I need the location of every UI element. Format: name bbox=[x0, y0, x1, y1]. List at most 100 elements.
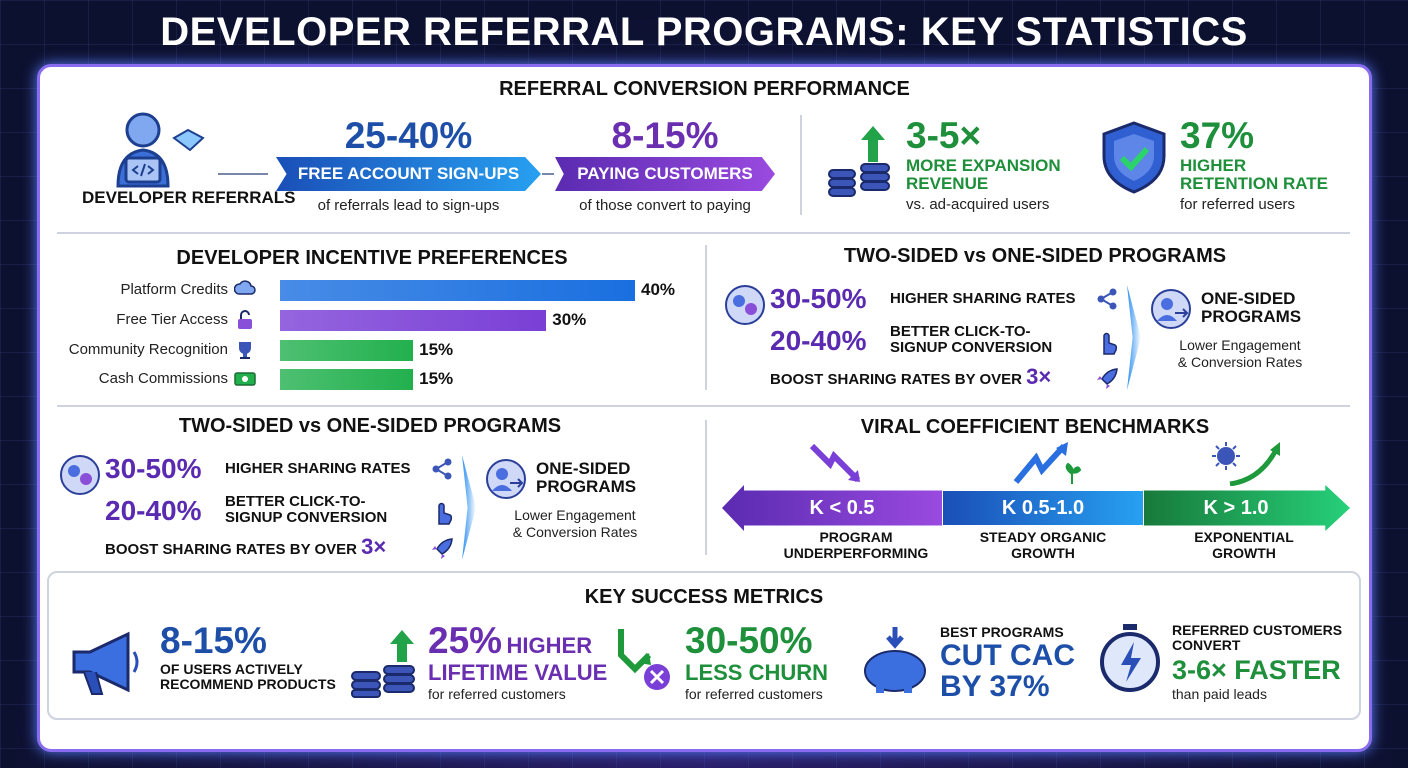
m3-line1: LESS CHURN bbox=[685, 660, 829, 685]
click-conversion-label-1: BETTER CLICK-TO- bbox=[890, 323, 1031, 340]
viral-tier-low[interactable]: K < 0.5 bbox=[722, 485, 942, 531]
boost-label: BOOST SHARING RATES BY OVER bbox=[770, 371, 1022, 388]
users-exchange-icon bbox=[58, 453, 102, 497]
expansion-label-2: REVENUE bbox=[906, 174, 989, 193]
rocket-icon bbox=[1093, 365, 1121, 393]
growth-arrow-plant-icon bbox=[1012, 440, 1082, 491]
bar bbox=[280, 280, 635, 301]
retention-value: 37% bbox=[1180, 115, 1255, 156]
incentives-heading: DEVELOPER INCENTIVE PREFERENCES bbox=[176, 247, 568, 269]
retention-label-2: RETENTION RATE bbox=[1180, 174, 1328, 193]
sharing-rate-value: 30-50% bbox=[770, 283, 867, 314]
bar-value-label: 40% bbox=[641, 280, 676, 299]
paying-note: of those convert to paying bbox=[579, 197, 751, 214]
retention-note: for referred users bbox=[1180, 196, 1296, 213]
divider bbox=[705, 245, 707, 390]
one-sided-note-1: Lower Engagement bbox=[1179, 337, 1301, 353]
cloud-server-icon bbox=[233, 280, 256, 305]
m2-suffix: HIGHER bbox=[506, 633, 593, 658]
m1-value: 8-15% bbox=[160, 620, 267, 661]
bar-value-label: 15% bbox=[419, 340, 454, 359]
flow-arrow-icon bbox=[218, 173, 268, 175]
key-metrics-box bbox=[47, 571, 1361, 720]
chevron-divider-icon bbox=[1127, 285, 1141, 390]
divider bbox=[57, 232, 1350, 234]
one-sided-label-1: ONE-SIDED bbox=[536, 459, 631, 478]
sharing-rate-label: HIGHER SHARING RATES bbox=[225, 460, 411, 477]
boost-label: BOOST SHARING RATES BY OVER bbox=[105, 541, 357, 558]
signup-note: of referrals lead to sign-ups bbox=[317, 197, 500, 214]
divider bbox=[705, 420, 707, 555]
divider bbox=[800, 115, 802, 215]
viral-tier-mid[interactable]: K 0.5-1.0 bbox=[943, 491, 1143, 525]
sharing-rate-value: 30-50% bbox=[105, 453, 202, 484]
share-icon bbox=[428, 455, 456, 483]
tier-mid-desc-1: STEADY ORGANIC bbox=[979, 529, 1107, 545]
one-sided-label-2: PROGRAMS bbox=[536, 477, 637, 496]
m1-line2: RECOMMEND PRODUCTS bbox=[160, 676, 336, 692]
click-conversion-label-2: SIGNUP CONVERSION bbox=[225, 509, 388, 526]
click-conversion-value: 20-40% bbox=[770, 325, 867, 356]
chevron-divider-icon bbox=[462, 455, 476, 560]
m4-pre: BEST PROGRAMS bbox=[940, 624, 1064, 640]
bar-category-label: Platform Credits bbox=[120, 281, 228, 298]
boost-text: BOOST SHARING RATES BY OVER 3× bbox=[105, 536, 386, 559]
expansion-note: vs. ad-acquired users bbox=[906, 196, 1050, 213]
bar bbox=[280, 369, 414, 390]
metrics-heading: KEY SUCCESS METRICS bbox=[584, 586, 824, 608]
bar-value-label: 15% bbox=[419, 369, 454, 388]
tier-high-desc-1: EXPONENTIAL bbox=[1194, 529, 1294, 545]
sharing-rate-label: HIGHER SHARING RATES bbox=[890, 290, 1076, 307]
bar bbox=[280, 310, 547, 331]
developer-referrals-label: DEVELOPER REFERRALS bbox=[82, 188, 295, 207]
tier-low-desc-1: PROGRAM bbox=[819, 529, 893, 545]
m2-note: for referred customers bbox=[428, 686, 566, 702]
bar-value-label: 30% bbox=[552, 310, 587, 329]
boost-text: BOOST SHARING RATES BY OVER 3× bbox=[770, 366, 1051, 389]
tier-mid-desc: STEADY ORGANIC GROWTH bbox=[953, 529, 1133, 561]
expansion-value: 3-5× bbox=[906, 115, 982, 156]
share-icon bbox=[1093, 285, 1121, 313]
page-title: DEVELOPER REFERRAL PROGRAMS: KEY STATIST… bbox=[160, 10, 1248, 54]
m2-value: 25% bbox=[428, 620, 503, 661]
expansion-label-1: MORE EXPANSION bbox=[906, 156, 1061, 175]
m2-line1: LIFETIME VALUE bbox=[428, 660, 608, 685]
two-sided-section-right: TWO-SIDED vs ONE-SIDED PROGRAMS 30-50% H… bbox=[715, 245, 1355, 395]
flow-arrow-icon bbox=[542, 173, 554, 175]
user-arrow-icon bbox=[1149, 287, 1193, 331]
bar bbox=[280, 340, 414, 361]
broken-down-arrow-icon bbox=[808, 442, 868, 491]
viral-tier-high[interactable]: K > 1.0 bbox=[1144, 485, 1350, 531]
unlock-icon bbox=[234, 310, 256, 335]
piggy-bank-icon bbox=[860, 625, 930, 700]
paying-banner: PAYING CUSTOMERS bbox=[555, 157, 775, 191]
m3-note: for referred customers bbox=[685, 686, 823, 702]
retention-label-1: HIGHER bbox=[1180, 156, 1247, 175]
m5-value: 3-6× FASTER bbox=[1172, 655, 1341, 685]
boost-value: 3× bbox=[1026, 364, 1052, 389]
tier-high-label: K > 1.0 bbox=[1203, 496, 1269, 519]
pointer-click-icon bbox=[428, 499, 456, 527]
tier-high-desc-2: GROWTH bbox=[1212, 545, 1276, 561]
m5-pre2: CONVERT bbox=[1172, 637, 1241, 653]
tier-low-label: K < 0.5 bbox=[809, 496, 875, 519]
developer-handshake-icon bbox=[108, 108, 208, 188]
m1-line1: OF USERS ACTIVELY bbox=[160, 661, 303, 677]
divider bbox=[57, 405, 1350, 407]
m4-line1: CUT CAC bbox=[940, 639, 1075, 672]
tier-low-desc: PROGRAM UNDERPERFORMING bbox=[772, 529, 940, 561]
m5-note: than paid leads bbox=[1172, 686, 1267, 702]
tier-low-desc-2: UNDERPERFORMING bbox=[783, 545, 929, 561]
coins-up-arrow-icon bbox=[350, 628, 420, 703]
m3-value: 30-50% bbox=[685, 620, 813, 661]
shield-check-icon bbox=[1100, 120, 1168, 195]
bar-category-label: Cash Commissions bbox=[98, 370, 228, 387]
boost-value: 3× bbox=[361, 534, 387, 559]
viral-heading: VIRAL COEFFICIENT BENCHMARKS bbox=[860, 416, 1210, 438]
one-sided-note-2: & Conversion Rates bbox=[512, 524, 638, 540]
trophy-icon bbox=[234, 340, 256, 365]
bar-category-label: Free Tier Access bbox=[116, 311, 228, 328]
one-sided-note-2: & Conversion Rates bbox=[1177, 354, 1303, 370]
one-sided-label-2: PROGRAMS bbox=[1201, 307, 1302, 326]
m5-pre1: REFERRED CUSTOMERS bbox=[1172, 622, 1343, 638]
